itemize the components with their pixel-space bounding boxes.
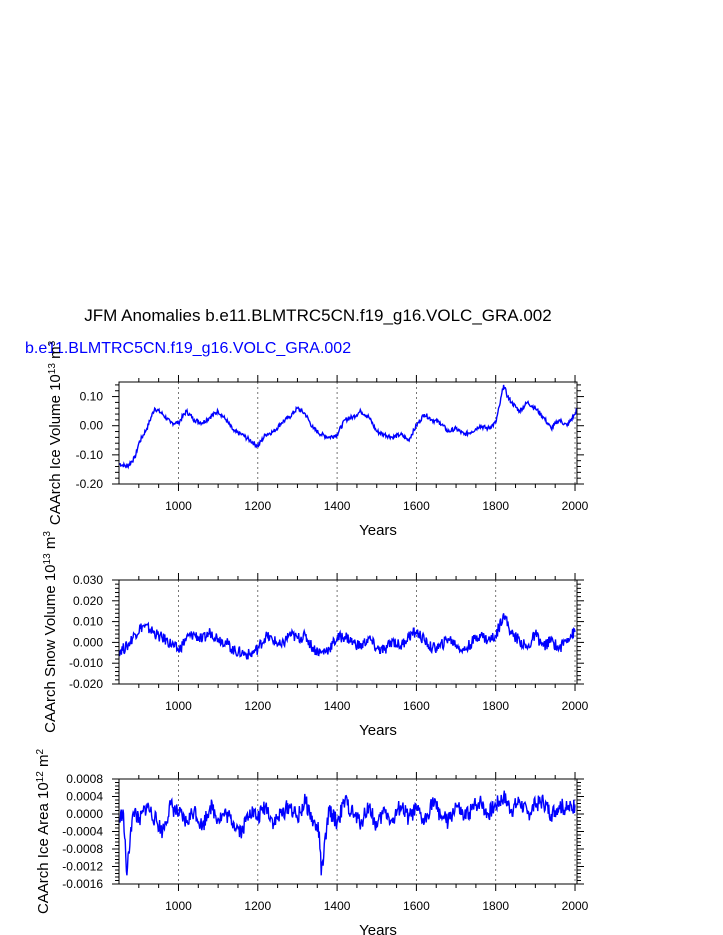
y-axis-label: CAArch Snow Volume 1013 m3 <box>42 531 60 733</box>
y-tick-label: -0.010 <box>69 656 103 670</box>
x-tick-label: 1600 <box>403 499 430 513</box>
plot-frame <box>118 579 578 685</box>
y-axis-label: CAArch Ice Area 1012 m2 <box>35 749 53 915</box>
plot-frame <box>118 778 578 885</box>
x-tick-label: 2000 <box>562 699 589 713</box>
y-axis-label-text: m <box>42 537 59 554</box>
series-line <box>119 790 576 876</box>
y-axis-label-text: CAArch Ice Volume 10 <box>47 374 64 525</box>
y-axis-label-superscript: 3 <box>47 340 58 346</box>
panel-2: 1000 1200 1400 1600 1800 2000 -0.020 -0.010 0.00… <box>42 531 589 739</box>
x-tick-label: 1600 <box>403 899 430 913</box>
y-tick-label: -0.0004 <box>62 825 103 839</box>
y-axis-label-text: CAArch Ice Area 10 <box>35 782 52 914</box>
x-tick-label: 1400 <box>324 899 351 913</box>
plot-frame <box>118 381 578 485</box>
y-tick-label: 0.10 <box>80 390 104 404</box>
x-axis-label: Years <box>359 922 397 935</box>
y-tick-label: -0.020 <box>69 677 103 691</box>
panel-3: 1000 1200 1400 1600 1800 2000 -0.0016 -0.0012 -0… <box>35 749 589 935</box>
y-tick-label: -0.20 <box>76 477 104 491</box>
x-tick-label: 1200 <box>244 899 271 913</box>
y-axis-label-superscript: 2 <box>35 749 46 755</box>
y-tick-label: 0.0004 <box>66 790 103 804</box>
y-axis-label-superscript: 12 <box>35 771 46 783</box>
x-tick-label: 1000 <box>165 699 192 713</box>
x-tick-label: 1800 <box>482 499 509 513</box>
y-tick-label: 0.010 <box>73 615 103 629</box>
main-title: JFM Anomalies b.e11.BLMTRC5CN.f19_g16.VO… <box>84 306 551 325</box>
y-tick-label: -0.0012 <box>62 860 103 874</box>
x-tick-label: 1000 <box>165 899 192 913</box>
panel-1: 1000 1200 1400 1600 1800 2000 -0.20 -0.10 0.00 0.… <box>47 340 589 539</box>
y-axis-label-text: m <box>47 346 64 363</box>
y-tick-label: 0.0008 <box>66 772 103 786</box>
y-axis-label-text: CAArch Snow Volume 10 <box>42 564 59 732</box>
x-axis-label: Years <box>359 522 397 539</box>
x-tick-label: 1800 <box>482 899 509 913</box>
x-tick-label: 1000 <box>165 499 192 513</box>
x-tick-label: 1800 <box>482 699 509 713</box>
y-axis-label: CAArch Ice Volume 1013 m3 <box>47 340 65 525</box>
y-tick-label: -0.10 <box>76 448 104 462</box>
y-tick-label: 0.000 <box>73 635 103 649</box>
y-tick-label: 0.00 <box>80 419 104 433</box>
series-line <box>119 613 576 660</box>
x-tick-label: 1400 <box>324 699 351 713</box>
series-line <box>119 384 577 470</box>
x-tick-label: 1600 <box>403 699 430 713</box>
x-tick-label: 1200 <box>244 699 271 713</box>
y-tick-label: 0.030 <box>73 573 103 587</box>
x-tick-label: 2000 <box>562 499 589 513</box>
x-axis-label: Years <box>359 722 397 739</box>
series-label: b.e11.BLMTRC5CN.f19_g16.VOLC_GRA.002 <box>25 340 351 357</box>
y-axis-label-text: m <box>35 755 52 772</box>
y-axis-label-superscript: 3 <box>42 531 53 537</box>
y-axis-label-superscript: 13 <box>42 553 53 565</box>
x-tick-label: 2000 <box>562 899 589 913</box>
y-tick-label: 0.0000 <box>66 807 103 821</box>
y-tick-label: -0.0008 <box>62 842 103 856</box>
panels: 1000 1200 1400 1600 1800 2000 -0.20 -0.10 0.00 0.… <box>35 340 589 935</box>
y-tick-label: -0.0016 <box>62 877 103 891</box>
y-tick-label: 0.020 <box>73 594 103 608</box>
y-axis-label-superscript: 13 <box>47 363 58 375</box>
x-tick-label: 1400 <box>324 499 351 513</box>
x-tick-label: 1200 <box>244 499 271 513</box>
